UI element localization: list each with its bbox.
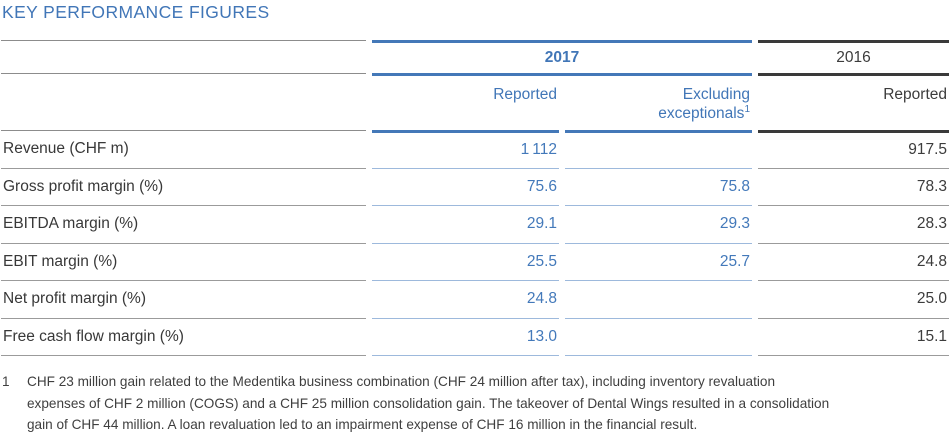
- value-reported-2017: 29.1: [372, 205, 559, 243]
- value-excluding-2017: 75.8: [565, 167, 752, 206]
- table-bottom-rule: [1, 355, 949, 356]
- row-label: Revenue (CHF m): [1, 130, 366, 168]
- column-header-reported-2016: Reported: [758, 73, 949, 130]
- footnote-line: gain of CHF 44 million. A loan revaluati…: [27, 417, 698, 432]
- header-label-spacer: [1, 40, 366, 73]
- value-reported-2017: 24.8: [372, 280, 559, 318]
- page-title: KEY PERFORMANCE FIGURES: [2, 2, 270, 22]
- value-reported-2016: 24.8: [758, 242, 949, 281]
- header-group-2017: 2017: [372, 40, 752, 73]
- value-reported-2016: 917.5: [758, 130, 949, 168]
- excluding-label-line1: Excluding: [682, 86, 750, 103]
- table-row: Free cash flow margin (%) 13.0 15.1: [1, 317, 949, 356]
- column-header-excluding-2017: Excluding exceptionals1: [565, 76, 752, 130]
- value-excluding-2017: 25.7: [565, 242, 752, 281]
- value-reported-2016: 28.3: [758, 205, 949, 243]
- value-excluding-2017: [565, 130, 752, 168]
- row-label: Net profit margin (%): [1, 280, 366, 318]
- value-reported-2017: 13.0: [372, 317, 559, 356]
- footnote-text: CHF 23 million gain related to the Meden…: [27, 371, 829, 436]
- excluding-label-line2: exceptionals: [658, 105, 745, 122]
- footnote-marker: 1: [2, 374, 10, 389]
- footnote-line: expenses of CHF 2 million (COGS) and a C…: [27, 395, 830, 411]
- rule-segment-2017-reported: [372, 355, 559, 356]
- subheader-2017-wrap: Reported Excluding exceptionals1: [372, 73, 752, 130]
- table-row: Net profit margin (%) 24.8 25.0: [1, 280, 949, 318]
- row-label: EBIT margin (%): [1, 242, 366, 281]
- footnote-line: CHF 23 million gain related to the Meden…: [27, 374, 776, 389]
- header-group-2016: 2016: [758, 40, 949, 73]
- value-excluding-2017: [565, 317, 752, 356]
- value-reported-2016: 25.0: [758, 280, 949, 318]
- value-excluding-2017: [565, 280, 752, 318]
- rule-segment-2017-excluding: [565, 355, 752, 356]
- value-reported-2017: 75.6: [372, 167, 559, 206]
- value-reported-2017: 25.5: [372, 242, 559, 281]
- value-excluding-2017: 29.3: [565, 205, 752, 243]
- header-label-spacer-2: [1, 73, 366, 130]
- table-header-subcolumns: Reported Excluding exceptionals1 Reporte…: [1, 73, 949, 130]
- row-label: EBITDA margin (%): [1, 205, 366, 243]
- column-header-reported-2017: Reported: [372, 76, 559, 130]
- reported-2017-label: Reported: [493, 86, 557, 103]
- footnote-reference: 1: [744, 103, 750, 115]
- table-row: Revenue (CHF m) 1 112 917.5: [1, 130, 949, 168]
- value-reported-2017: 1 112: [372, 130, 559, 168]
- reported-2016-label: Reported: [883, 86, 947, 103]
- table-row: EBITDA margin (%) 29.1 29.3 28.3: [1, 205, 949, 243]
- rule-segment-2016: [758, 355, 949, 356]
- footnote: 1 CHF 23 million gain related to the Med…: [2, 371, 829, 436]
- table-header-years: 2017 2016: [1, 40, 949, 73]
- row-label: Free cash flow margin (%): [1, 317, 366, 356]
- table-row: EBIT margin (%) 25.5 25.7 24.8: [1, 242, 949, 281]
- table-row: Gross profit margin (%) 75.6 75.8 78.3: [1, 167, 949, 206]
- row-label: Gross profit margin (%): [1, 167, 366, 206]
- year-2017-label: 2017: [544, 49, 580, 66]
- year-2016-label: 2016: [836, 49, 871, 66]
- kpi-table: 2017 2016 Reported Excluding exceptional…: [1, 40, 949, 356]
- value-reported-2016: 15.1: [758, 317, 949, 356]
- rule-segment-label: [1, 355, 366, 356]
- value-reported-2016: 78.3: [758, 167, 949, 206]
